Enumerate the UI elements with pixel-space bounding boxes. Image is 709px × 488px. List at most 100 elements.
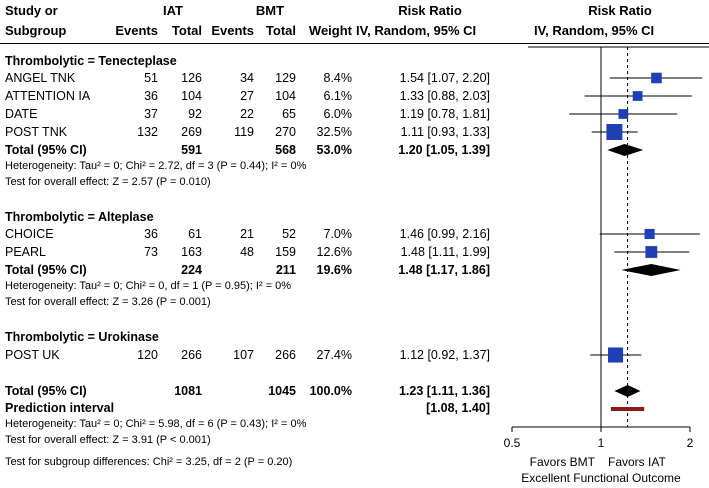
- total-iat: 266: [181, 348, 202, 362]
- weight: 8.4%: [323, 71, 353, 85]
- risk-ratio-ci: 1.54 [1.07, 2.20]: [399, 71, 490, 85]
- overall-effect-note: Test for overall effect: Z = 2.57 (P = 0…: [5, 176, 211, 188]
- total-bmt: 266: [275, 348, 296, 362]
- total-iat: 163: [181, 245, 202, 259]
- header-total-bmt: Total: [265, 23, 296, 38]
- effect-square: [645, 246, 658, 258]
- events-bmt: 27: [240, 89, 254, 103]
- weight: 27.4%: [316, 348, 352, 362]
- tick-label: 0.5: [504, 436, 521, 450]
- header-events-bmt: Events: [211, 23, 254, 38]
- header-study-line2: Subgroup: [5, 23, 67, 38]
- total-bmt: 270: [275, 125, 296, 139]
- events-bmt: 107: [233, 348, 254, 362]
- study-name: PEARL: [5, 245, 46, 259]
- events-bmt: 22: [240, 107, 254, 121]
- events-bmt: 21: [240, 227, 254, 241]
- risk-ratio-ci: 1.33 [0.88, 2.03]: [399, 89, 490, 103]
- effect-square: [632, 91, 643, 101]
- header-bmt: BMT: [255, 3, 285, 18]
- risk-ratio-ci: 1.19 [0.78, 1.81]: [399, 107, 490, 121]
- risk-ratio-ci: 1.46 [0.99, 2.16]: [399, 227, 490, 241]
- header-events-iat: Events: [115, 23, 158, 38]
- outcome-label: Excellent Functional Outcome: [521, 471, 681, 485]
- total-bmt: 1045: [268, 384, 296, 398]
- total-iat: 591: [181, 143, 202, 157]
- weight: 6.0%: [323, 107, 353, 121]
- favors-iat-label: Favors IAT: [608, 455, 666, 469]
- total-iat: 1081: [174, 384, 202, 398]
- header-rr-method: IV, Random, 95% CI: [356, 23, 477, 38]
- pooled-diamond: [614, 385, 641, 397]
- header-rule: [0, 43, 709, 44]
- weight: 7.0%: [323, 227, 353, 241]
- weight: 19.6%: [316, 263, 352, 277]
- subgroup-title: Thrombolytic = Urokinase: [5, 330, 159, 344]
- weight: 100.0%: [309, 384, 352, 398]
- total-iat: 61: [188, 227, 202, 241]
- header-rrplot: Risk Ratio: [588, 3, 652, 18]
- events-iat: 37: [144, 107, 158, 121]
- tick-label: 1: [598, 436, 605, 450]
- favors-bmt-label: Favors BMT: [530, 455, 596, 469]
- effect-square: [644, 228, 655, 240]
- study-name: POST UK: [5, 348, 60, 362]
- effect-square: [606, 124, 623, 140]
- risk-ratio-ci: 1.48 [1.17, 1.86]: [398, 263, 490, 277]
- weight: 6.1%: [323, 89, 353, 103]
- events-bmt: 48: [240, 245, 254, 259]
- total-iat: 224: [181, 263, 202, 277]
- total-label: Total (95% CI): [5, 263, 87, 277]
- heterogeneity-note: Heterogeneity: Tau² = 0; Chi² = 5.98, df…: [5, 418, 307, 430]
- study-name: ATTENTION IA: [5, 89, 91, 103]
- header-iat: IAT: [163, 3, 183, 18]
- events-bmt: 34: [240, 71, 254, 85]
- total-label: Total (95% CI): [5, 384, 87, 398]
- total-bmt: 104: [275, 89, 296, 103]
- total-iat: 104: [181, 89, 202, 103]
- pooled-diamond: [607, 144, 644, 156]
- header-total-iat: Total: [171, 23, 202, 38]
- risk-ratio-ci: 1.23 [1.11, 1.36]: [398, 384, 490, 398]
- total-iat: 126: [181, 71, 202, 85]
- events-iat: 132: [137, 125, 158, 139]
- risk-ratio-ci: 1.12 [0.92, 1.37]: [399, 348, 490, 362]
- total-bmt: 211: [275, 263, 296, 277]
- total-bmt: 568: [275, 143, 296, 157]
- risk-ratio-ci: 1.11 [0.93, 1.33]: [400, 125, 490, 139]
- events-iat: 36: [144, 227, 158, 241]
- total-bmt: 129: [275, 71, 296, 85]
- total-label: Total (95% CI): [5, 143, 87, 157]
- header-study-line1: Study or: [5, 3, 58, 18]
- header-rr: Risk Ratio: [398, 3, 462, 18]
- weight: 12.6%: [316, 245, 352, 259]
- study-name: DATE: [5, 107, 38, 121]
- total-iat: 269: [181, 125, 202, 139]
- prediction-label: Prediction interval: [5, 401, 115, 415]
- subgroup-title: Thrombolytic = Alteplase: [5, 210, 154, 224]
- events-iat: 51: [144, 71, 158, 85]
- total-bmt: 52: [282, 227, 296, 241]
- effect-square: [608, 347, 624, 363]
- pooled-diamond: [621, 264, 681, 276]
- overall-effect-note: Test for overall effect: Z = 3.26 (P = 0…: [5, 296, 211, 308]
- risk-ratio-ci: 1.48 [1.11, 1.99]: [400, 245, 490, 259]
- total-bmt: 159: [275, 245, 296, 259]
- weight: 53.0%: [316, 143, 352, 157]
- study-name: ANGEL TNK: [5, 71, 76, 85]
- total-bmt: 65: [282, 107, 296, 121]
- study-name: POST TNK: [5, 125, 68, 139]
- risk-ratio-ci: 1.20 [1.05, 1.39]: [398, 143, 490, 157]
- study-name: CHOICE: [5, 227, 54, 241]
- overall-effect-note: Test for overall effect: Z = 3.91 (P < 0…: [5, 434, 211, 446]
- subgroup-differences-note: Test for subgroup differences: Chi² = 3.…: [5, 456, 293, 468]
- events-bmt: 119: [234, 125, 254, 139]
- events-iat: 120: [137, 348, 158, 362]
- header-rrplot-method: IV, Random, 95% CI: [534, 23, 655, 38]
- header-weight: Weight: [308, 23, 352, 38]
- effect-square: [651, 72, 662, 84]
- heterogeneity-note: Heterogeneity: Tau² = 0; Chi² = 2.72, df…: [5, 160, 307, 172]
- weight: 32.5%: [316, 125, 352, 139]
- events-iat: 36: [144, 89, 158, 103]
